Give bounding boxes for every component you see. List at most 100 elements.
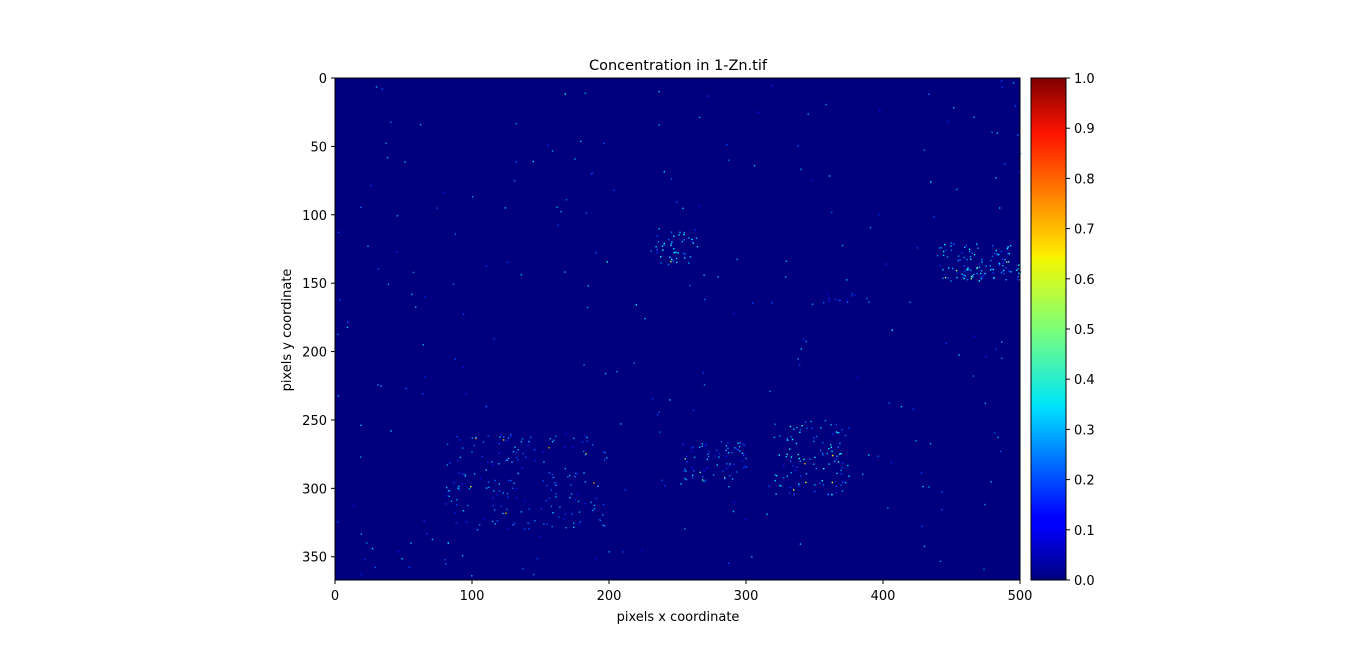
heatmap-cell bbox=[548, 472, 551, 474]
heatmap-cell bbox=[534, 459, 537, 462]
heatmap-cell bbox=[492, 497, 494, 500]
heatmap-cell bbox=[815, 435, 818, 438]
heatmap-cell bbox=[465, 521, 468, 523]
heatmap-cell bbox=[360, 424, 362, 427]
heatmap-cell bbox=[694, 229, 697, 231]
y-tick-label: 350 bbox=[302, 551, 327, 566]
heatmap-cell bbox=[573, 526, 575, 528]
heatmap-cell bbox=[471, 451, 473, 453]
colorbar-ticks: 0.0 0.1 0.2 0.3 0.4 0.5 0.6 0.7 0.8 0.9 1.0 bbox=[1066, 72, 1095, 589]
heatmap-cell bbox=[443, 192, 446, 194]
heatmap-cell bbox=[423, 520, 425, 522]
heatmap-cell bbox=[668, 238, 670, 241]
heatmap-cell bbox=[591, 444, 594, 446]
colorbar-tick-label: 0.6 bbox=[1074, 273, 1095, 288]
heatmap-cell bbox=[783, 464, 785, 467]
heatmap-cell bbox=[705, 479, 707, 481]
heatmap-cell bbox=[786, 475, 789, 477]
heatmap-cell bbox=[606, 457, 608, 459]
heatmap-cell bbox=[941, 491, 943, 493]
heatmap-cell bbox=[963, 256, 965, 259]
heatmap-cell bbox=[745, 518, 747, 520]
heatmap-cell bbox=[682, 443, 684, 446]
heatmap-cell bbox=[840, 469, 842, 472]
heatmap-cell bbox=[841, 244, 844, 247]
heatmap-cell bbox=[985, 265, 987, 267]
heatmap-cell bbox=[347, 321, 349, 323]
heatmap-cell bbox=[473, 473, 476, 475]
heatmap-cell bbox=[522, 568, 524, 570]
heatmap-cell bbox=[682, 252, 685, 254]
heatmap-cell bbox=[514, 446, 516, 448]
heatmap-cell bbox=[842, 462, 844, 465]
heatmap-cell bbox=[533, 449, 536, 451]
heatmap-cell bbox=[513, 482, 515, 484]
heatmap-cell bbox=[956, 271, 959, 274]
heatmap-cell bbox=[947, 277, 949, 279]
heatmap-cell bbox=[971, 252, 974, 254]
heatmap-cell bbox=[703, 384, 706, 386]
heatmap-cell bbox=[603, 142, 605, 145]
heatmap-cell bbox=[500, 434, 502, 436]
heatmap-cell bbox=[796, 466, 798, 468]
heatmap-cell bbox=[602, 514, 604, 516]
heatmap-cell bbox=[346, 326, 349, 328]
heatmap-cell bbox=[726, 463, 728, 465]
heatmap-cell bbox=[942, 254, 945, 256]
heatmap-cell bbox=[616, 370, 618, 373]
heatmap-cell bbox=[444, 503, 447, 505]
heatmap-cell bbox=[572, 446, 574, 449]
heatmap-cell bbox=[446, 486, 448, 489]
heatmap-cell bbox=[670, 178, 673, 180]
heatmap-cell bbox=[797, 358, 799, 360]
heatmap-cell bbox=[493, 509, 496, 511]
heatmap-cell bbox=[725, 449, 727, 452]
y-axis-label: pixels y coordinate bbox=[280, 269, 295, 392]
heatmap-cell bbox=[375, 86, 378, 88]
heatmap-cell bbox=[662, 249, 664, 251]
heatmap-cell bbox=[475, 436, 477, 439]
heatmap-cell bbox=[377, 384, 379, 386]
heatmap-cell bbox=[968, 250, 971, 253]
heatmap-cell bbox=[651, 397, 654, 400]
heatmap-cell bbox=[396, 215, 399, 217]
heatmap-cell bbox=[796, 426, 798, 429]
heatmap-cell bbox=[660, 256, 662, 258]
heatmap-cell bbox=[1007, 252, 1009, 255]
heatmap-cell bbox=[587, 285, 589, 287]
heatmap-cell bbox=[586, 436, 588, 439]
heatmap-cell bbox=[838, 299, 840, 302]
heatmap-cell bbox=[592, 509, 594, 512]
heatmap-cell bbox=[793, 489, 795, 491]
heatmap-cell bbox=[461, 483, 463, 485]
heatmap-cell bbox=[1017, 268, 1019, 270]
heatmap-cell bbox=[922, 485, 924, 488]
heatmap-cell bbox=[973, 335, 975, 337]
heatmap-cell bbox=[688, 237, 690, 239]
heatmap-cell bbox=[704, 298, 706, 301]
heatmap-cell bbox=[595, 497, 598, 500]
heatmap-cell bbox=[496, 494, 498, 496]
heatmap-cell bbox=[1003, 272, 1005, 275]
heatmap-cell bbox=[1017, 279, 1019, 281]
heatmap-cell bbox=[814, 490, 816, 493]
heatmap-cell bbox=[578, 511, 581, 513]
heatmap-cell bbox=[573, 522, 575, 524]
heatmap-cell bbox=[939, 265, 941, 267]
heatmap-cell bbox=[798, 483, 800, 485]
heatmap-cell bbox=[717, 276, 719, 278]
heatmap-cell bbox=[728, 159, 730, 161]
heatmap-cell bbox=[854, 294, 857, 296]
heatmap-cell bbox=[422, 344, 424, 346]
heatmap-cell bbox=[967, 267, 969, 270]
heatmap-cell bbox=[835, 431, 838, 433]
heatmap-cell bbox=[461, 555, 464, 557]
heatmap-cell bbox=[803, 338, 805, 341]
heatmap-cell bbox=[789, 448, 791, 450]
heatmap-cell bbox=[928, 486, 930, 488]
heatmap-cell bbox=[487, 481, 490, 483]
heatmap-cell bbox=[1018, 264, 1020, 266]
heatmap-cell bbox=[775, 493, 777, 495]
heatmap-cell bbox=[593, 508, 596, 510]
heatmap-cell bbox=[733, 313, 735, 315]
